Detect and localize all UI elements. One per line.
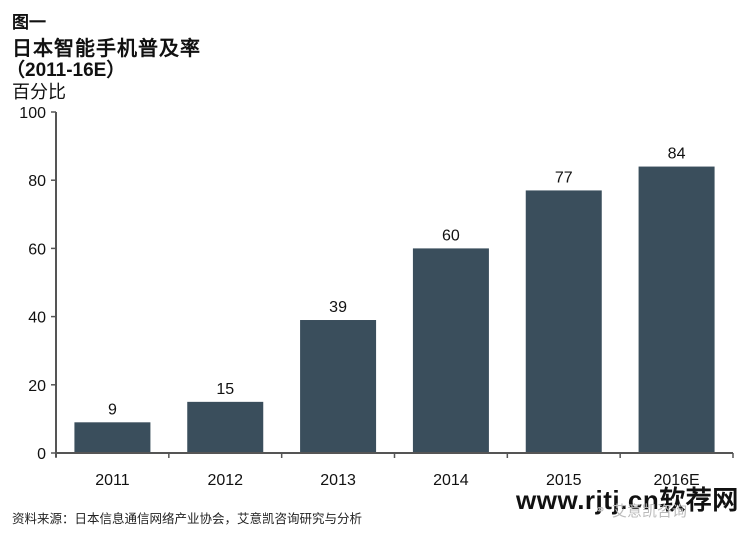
- bar-value-label: 77: [555, 169, 573, 186]
- y-tick-label: 40: [28, 310, 46, 327]
- y-tick-label: 20: [28, 378, 46, 395]
- bar-2012: [187, 401, 264, 453]
- figure-label: 图一: [12, 13, 46, 32]
- bar-value-label: 39: [329, 299, 347, 316]
- x-tick-label: 2013: [320, 472, 356, 489]
- y-axis-unit: 百分比: [12, 82, 66, 102]
- watermark-site: www.rjtj.cn软荐网: [516, 485, 739, 515]
- x-tick-label: 2016E: [653, 472, 699, 489]
- x-tick-label: 2011: [95, 472, 130, 489]
- bar-value-label: 60: [442, 227, 460, 244]
- x-tick-label: 2015: [546, 472, 582, 489]
- x-axis: 2011 2012 2013 2014 2015 2016E: [55, 452, 734, 489]
- source-note: 资料来源：日本信息通信网络产业协会，艾意凯咨询研究与分析: [12, 512, 363, 526]
- bar-value-label: 84: [668, 146, 686, 163]
- y-tick-label: 0: [37, 446, 46, 463]
- y-tick-label: 100: [19, 105, 46, 122]
- chart-subtitle: （2011-16E）: [6, 60, 126, 81]
- bar-value-label: 9: [108, 401, 117, 418]
- bar-value-label: 15: [216, 381, 234, 398]
- y-tick-label: 60: [28, 241, 46, 258]
- y-tick-label: 80: [28, 173, 46, 190]
- bar-2015: [525, 190, 602, 453]
- chart-title: 日本智能手机普及率: [12, 38, 201, 60]
- y-axis: 0 20 40 60 80 100: [19, 105, 57, 463]
- x-tick-label: 2012: [207, 472, 243, 489]
- bar-2011: [74, 422, 151, 453]
- wechat-icon: ⚭: [595, 502, 606, 517]
- bar-2016E: [638, 166, 715, 453]
- x-tick-label: 2014: [433, 472, 469, 489]
- bar-2014: [412, 248, 489, 453]
- bars: 9 15 39 60 77 84: [74, 146, 715, 453]
- watermark-brand: 艾意凯咨询: [612, 503, 688, 520]
- bar-2013: [300, 320, 377, 453]
